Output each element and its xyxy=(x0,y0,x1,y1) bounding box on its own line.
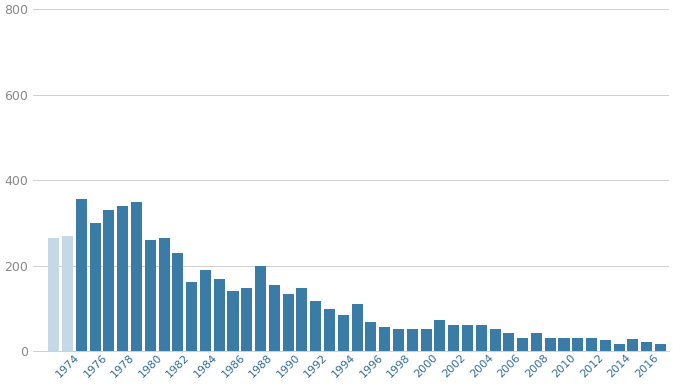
Bar xyxy=(448,325,459,351)
Bar xyxy=(614,344,625,351)
Bar xyxy=(379,326,390,351)
Bar xyxy=(559,338,569,351)
Bar xyxy=(476,325,487,351)
Bar xyxy=(572,338,583,351)
Bar xyxy=(214,280,225,351)
Bar xyxy=(186,281,197,351)
Bar xyxy=(117,206,128,351)
Bar xyxy=(338,315,349,351)
Bar xyxy=(76,199,87,351)
Bar xyxy=(296,288,308,351)
Bar xyxy=(544,338,556,351)
Bar xyxy=(159,238,170,351)
Bar xyxy=(627,339,639,351)
Bar xyxy=(655,344,666,351)
Bar xyxy=(531,333,542,351)
Bar xyxy=(421,329,431,351)
Bar xyxy=(517,338,528,351)
Bar xyxy=(462,325,473,351)
Bar xyxy=(434,320,446,351)
Bar xyxy=(255,266,266,351)
Bar xyxy=(227,291,238,351)
Bar xyxy=(324,308,335,351)
Bar xyxy=(90,223,100,351)
Bar xyxy=(600,340,611,351)
Bar xyxy=(406,329,418,351)
Bar xyxy=(242,288,252,351)
Bar xyxy=(172,253,183,351)
Bar xyxy=(145,240,155,351)
Bar xyxy=(503,333,514,351)
Bar xyxy=(48,238,59,351)
Bar xyxy=(641,342,652,351)
Bar xyxy=(131,202,142,351)
Bar xyxy=(365,322,376,351)
Bar xyxy=(310,301,321,351)
Bar xyxy=(200,270,211,351)
Bar xyxy=(489,329,501,351)
Bar xyxy=(104,210,114,351)
Bar xyxy=(393,329,404,351)
Bar xyxy=(62,236,73,351)
Bar xyxy=(586,338,597,351)
Bar xyxy=(283,295,293,351)
Bar xyxy=(269,285,280,351)
Bar xyxy=(351,304,363,351)
